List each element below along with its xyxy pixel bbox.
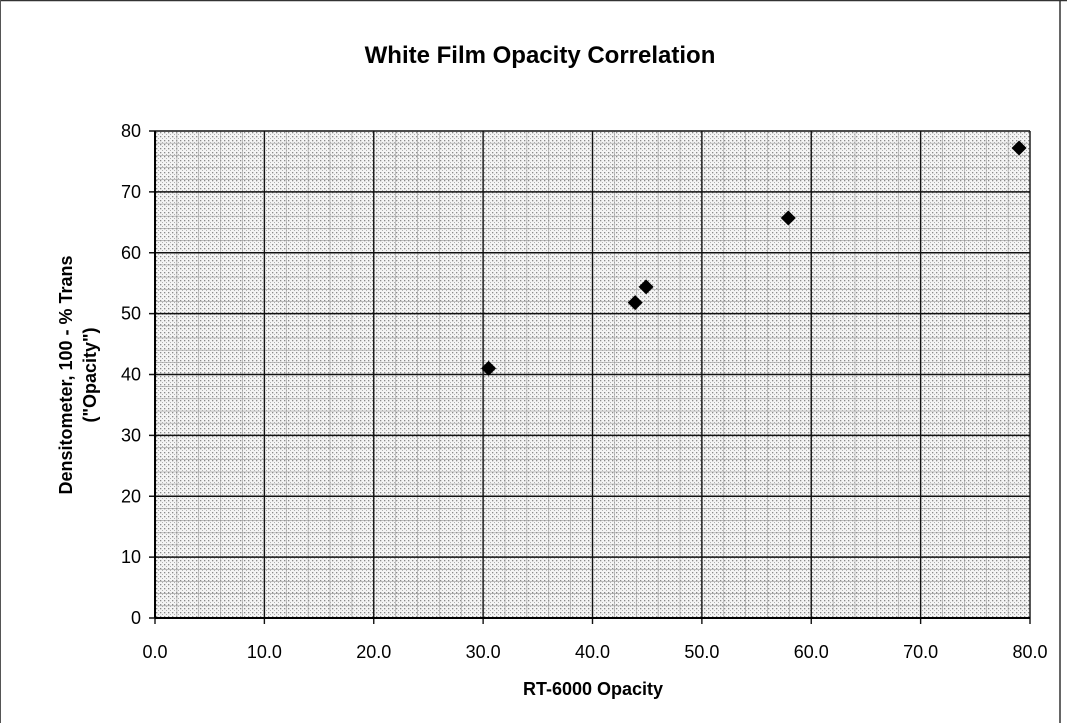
x-tick-label: 70.0 — [903, 642, 938, 662]
plot-area: 0.0 10.0 20.0 30.0 40.0 50.0 60.0 70.0 80.0 0 10 20… — [121, 121, 1048, 662]
data-point — [481, 360, 497, 376]
y-axis-label: Densitometer, 100 - % Trans ("Opacity") — [56, 255, 100, 494]
x-tick-label: 0.0 — [142, 642, 167, 662]
y-tick-label: 60 — [121, 243, 141, 263]
data-point — [1011, 140, 1027, 156]
data-point — [780, 210, 796, 226]
data-point — [638, 279, 654, 295]
x-tick-label: 10.0 — [247, 642, 282, 662]
y-axis-label-line-2: ("Opacity") — [80, 327, 100, 422]
y-tick-label: 10 — [121, 547, 141, 567]
x-tick-label: 40.0 — [575, 642, 610, 662]
x-tick-label: 50.0 — [684, 642, 719, 662]
y-axis-label-line-1: Densitometer, 100 - % Trans — [56, 255, 76, 494]
y-tick-label: 50 — [121, 304, 141, 324]
y-tick-label: 0 — [131, 608, 141, 628]
chart-title: White Film Opacity Correlation — [365, 42, 716, 69]
y-tick-label: 30 — [121, 425, 141, 445]
y-tick-label: 80 — [121, 121, 141, 141]
x-tick-label: 60.0 — [794, 642, 829, 662]
x-tick-label: 80.0 — [1012, 642, 1047, 662]
x-axis-label: RT-6000 Opacity — [523, 679, 663, 699]
y-tick-label: 20 — [121, 486, 141, 506]
x-tick-label: 30.0 — [466, 642, 501, 662]
data-point — [627, 295, 643, 311]
y-tick-label: 40 — [121, 365, 141, 385]
y-tick-label: 70 — [121, 182, 141, 202]
x-tick-label: 20.0 — [356, 642, 391, 662]
